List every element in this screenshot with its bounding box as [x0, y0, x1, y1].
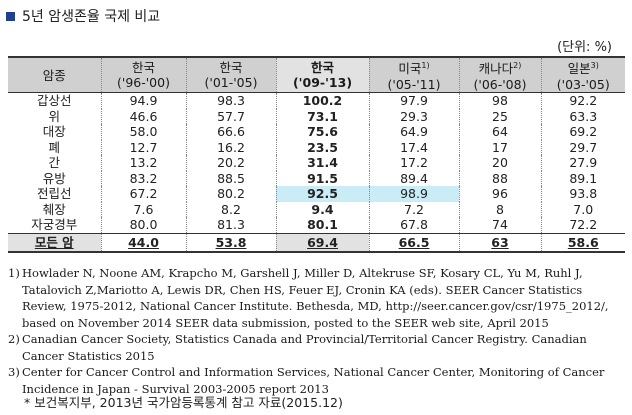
header-japan: 일본3) ('03-'05)	[540, 56, 625, 93]
header-korea-01-05: 한국 ('01-'05)	[185, 56, 276, 93]
footnote-1: 1) Howlader N, Noone AM, Krapcho M, Garsh…	[8, 266, 609, 330]
total-value-cell: 58.6	[540, 232, 625, 253]
total-value-cell: 69.4	[275, 232, 369, 253]
survival-value-cell: 16.2	[185, 139, 276, 155]
survival-value-cell: 92.5	[275, 186, 369, 202]
header-cancer-type: 암종	[8, 56, 101, 93]
table-row: 췌장 7.6 8.2 9.4 7.2 8 7.0	[8, 201, 625, 217]
cancer-type-cell: 대장	[42, 124, 66, 139]
cancer-type-cell: 간	[48, 155, 60, 170]
table-row: 갑상선 94.9 98.3 100.2 97.9 98 92.2	[8, 92, 625, 109]
table-row: 간 13.2 20.2 31.4 17.2 20 27.9	[8, 155, 625, 171]
survival-value-cell: 64	[458, 124, 541, 140]
survival-value-cell: 46.6	[100, 108, 186, 124]
table-row: 위 46.6 57.7 73.1 29.3 25 63.3	[8, 108, 625, 124]
survival-value-cell: 63.3	[540, 108, 625, 124]
table-row: 유방 83.2 88.5 91.5 89.4 88 89.1	[8, 170, 625, 186]
page-title: 5년 암생존율 국제 비교	[22, 9, 161, 25]
title-row: 5년 암생존율 국제 비교	[6, 6, 160, 26]
survival-value-cell: 72.2	[540, 217, 625, 233]
survival-value-cell: 17.4	[368, 139, 459, 155]
square-bullet-icon	[6, 11, 15, 21]
survival-value-cell: 75.6	[275, 124, 369, 140]
table-header-row: 암종 한국 ('96-'00) 한국 ('01-'05) 한국 ('09-'13) 미…	[8, 56, 625, 93]
survival-value-cell: 89.4	[368, 170, 459, 186]
total-value-cell: 53.8	[185, 232, 276, 253]
table-row: 대장 58.0 66.6 75.6 64.9 64 69.2	[8, 124, 625, 140]
table-row: 자궁경부 80.0 81.3 80.1 67.8 74 72.2	[8, 217, 625, 233]
survival-value-cell: 88	[458, 170, 541, 186]
survival-table: 암종 한국 ('96-'00) 한국 ('01-'05) 한국 ('09-'13) 미…	[8, 56, 625, 253]
survival-value-cell: 98.9	[368, 186, 459, 202]
survival-value-cell: 25	[458, 108, 541, 124]
survival-value-cell: 80.0	[100, 217, 186, 233]
survival-value-cell: 100.2	[275, 92, 369, 109]
source-note: * 보건복지부, 2013년 국가암등록통계 참고 자료(2015.12)	[24, 395, 343, 410]
survival-value-cell: 89.1	[540, 170, 625, 186]
survival-value-cell: 92.2	[540, 92, 625, 109]
survival-value-cell: 7.2	[368, 201, 459, 217]
survival-value-cell: 31.4	[275, 155, 369, 171]
cancer-type-cell: 자궁경부	[31, 217, 78, 232]
survival-value-cell: 8	[458, 201, 541, 217]
total-label-cell: 모든 암	[8, 232, 101, 253]
survival-value-cell: 20	[458, 155, 541, 171]
header-usa: 미국1) ('05-'11)	[368, 56, 459, 93]
survival-value-cell: 67.8	[368, 217, 459, 233]
header-korea-96-00: 한국 ('96-'00)	[100, 56, 186, 93]
total-value-cell: 66.5	[368, 232, 459, 253]
survival-value-cell: 83.2	[100, 170, 186, 186]
survival-value-cell: 67.2	[100, 186, 186, 202]
cancer-type-cell: 위	[48, 108, 60, 124]
cancer-type-cell: 갑상선	[36, 93, 72, 108]
survival-value-cell: 81.3	[185, 217, 276, 233]
footnote-3: 3) Center for Cancer Control and Informat…	[8, 365, 605, 396]
survival-value-cell: 7.0	[540, 201, 625, 217]
cancer-type-cell: 췌장	[42, 201, 66, 217]
header-canada: 캐나다2) ('06-'08)	[458, 56, 541, 93]
total-value-cell: 44.0	[100, 232, 186, 253]
survival-value-cell: 94.9	[100, 92, 186, 109]
cancer-type-cell: 유방	[42, 170, 66, 186]
survival-value-cell: 20.2	[185, 155, 276, 171]
survival-value-cell: 98	[458, 92, 541, 109]
survival-value-cell: 64.9	[368, 124, 459, 140]
table-total-row: 모든 암 44.0 53.8 69.4 66.5 63 58.6	[8, 232, 625, 253]
survival-value-cell: 58.0	[100, 124, 186, 140]
survival-value-cell: 73.1	[275, 108, 369, 124]
header-korea-09-13: 한국 ('09-'13)	[275, 56, 369, 93]
survival-value-cell: 9.4	[275, 201, 369, 217]
footnote-2: 2) Canadian Cancer Society, Statistics Ca…	[8, 332, 587, 363]
unit-label: (단위: %)	[557, 40, 612, 55]
survival-value-cell: 17.2	[368, 155, 459, 171]
survival-value-cell: 91.5	[275, 170, 369, 186]
survival-value-cell: 80.1	[275, 217, 369, 233]
cancer-type-cell: 전립선	[36, 186, 72, 201]
cancer-type-cell: 폐	[48, 139, 60, 155]
total-value-cell: 63	[458, 232, 541, 253]
survival-value-cell: 88.5	[185, 170, 276, 186]
survival-value-cell: 17	[458, 139, 541, 155]
survival-value-cell: 23.5	[275, 139, 369, 155]
table-row: 전립선 67.2 80.2 92.5 98.9 96 93.8	[8, 186, 625, 202]
survival-value-cell: 13.2	[100, 155, 186, 171]
survival-value-cell: 8.2	[185, 201, 276, 217]
survival-value-cell: 57.7	[185, 108, 276, 124]
survival-value-cell: 98.3	[185, 92, 276, 109]
survival-value-cell: 80.2	[185, 186, 276, 202]
table-row: 폐 12.7 16.2 23.5 17.4 17 29.7	[8, 139, 625, 155]
survival-value-cell: 7.6	[100, 201, 186, 217]
survival-value-cell: 12.7	[100, 139, 186, 155]
survival-value-cell: 69.2	[540, 124, 625, 140]
survival-value-cell: 29.3	[368, 108, 459, 124]
survival-value-cell: 27.9	[540, 155, 625, 171]
survival-value-cell: 29.7	[540, 139, 625, 155]
survival-value-cell: 97.9	[368, 92, 459, 109]
footnotes: 1) Howlader N, Noone AM, Krapcho M, Garsh…	[8, 265, 628, 397]
survival-value-cell: 93.8	[540, 186, 625, 202]
survival-value-cell: 74	[458, 217, 541, 233]
survival-value-cell: 66.6	[185, 124, 276, 140]
survival-value-cell: 96	[458, 186, 541, 202]
